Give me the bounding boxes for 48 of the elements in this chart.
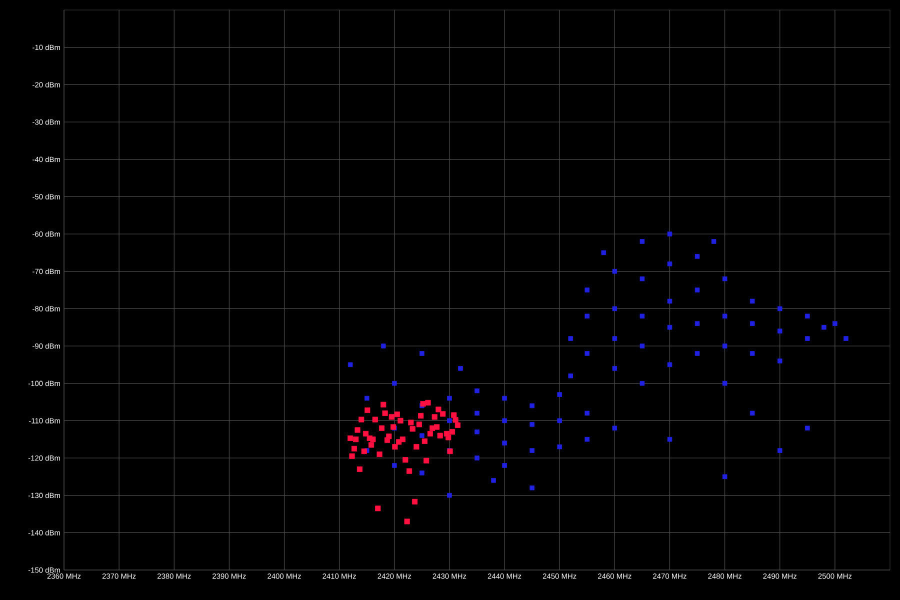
point <box>372 416 378 422</box>
point <box>380 402 386 408</box>
point <box>353 436 359 442</box>
point <box>348 435 354 441</box>
point <box>436 406 442 412</box>
point <box>422 438 428 444</box>
point <box>412 498 418 504</box>
point <box>434 424 440 430</box>
point <box>370 436 376 442</box>
point <box>454 422 461 428</box>
point <box>400 436 406 442</box>
point <box>452 417 458 423</box>
point <box>416 422 422 428</box>
point <box>402 457 408 463</box>
point <box>378 425 385 431</box>
point <box>386 434 392 440</box>
point <box>362 430 369 437</box>
point <box>349 453 355 459</box>
point <box>408 420 414 426</box>
point <box>351 446 357 452</box>
point <box>406 468 412 474</box>
point <box>392 444 398 450</box>
point <box>449 429 456 435</box>
point <box>418 413 424 419</box>
point <box>432 414 438 420</box>
point <box>437 432 443 438</box>
point <box>394 412 400 418</box>
point <box>414 444 420 450</box>
point <box>388 414 394 420</box>
point <box>424 458 430 464</box>
point <box>375 506 381 512</box>
point <box>364 407 370 413</box>
point <box>430 425 436 431</box>
point <box>427 430 433 437</box>
point <box>356 466 363 472</box>
point <box>425 400 431 406</box>
point <box>446 434 452 440</box>
point <box>398 418 404 424</box>
point <box>451 412 457 418</box>
point <box>404 518 410 524</box>
point <box>361 448 367 454</box>
point <box>440 411 446 417</box>
point <box>358 416 364 422</box>
point <box>410 426 416 432</box>
point <box>368 442 374 448</box>
point <box>382 410 388 416</box>
point <box>354 427 360 433</box>
point <box>376 451 382 458</box>
